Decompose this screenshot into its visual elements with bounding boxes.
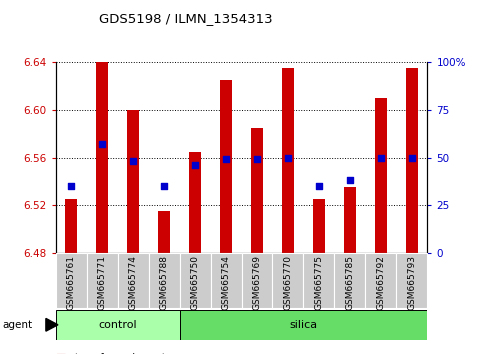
Text: GSM665775: GSM665775 <box>314 255 324 310</box>
Text: GSM665793: GSM665793 <box>408 255 416 310</box>
Point <box>377 155 385 160</box>
Point <box>253 156 261 162</box>
Bar <box>56 310 180 340</box>
Point <box>284 155 292 160</box>
Bar <box>117 253 149 308</box>
Bar <box>303 253 334 308</box>
Bar <box>56 253 86 308</box>
Text: GSM665750: GSM665750 <box>190 255 199 310</box>
Bar <box>149 253 180 308</box>
Text: GSM665792: GSM665792 <box>376 255 385 310</box>
Bar <box>344 187 356 253</box>
Point <box>129 159 137 164</box>
Point <box>98 141 106 147</box>
Point <box>67 183 75 189</box>
Bar <box>180 310 427 340</box>
Bar <box>242 253 272 308</box>
Text: GSM665788: GSM665788 <box>159 255 169 310</box>
Text: ■: ■ <box>56 353 66 354</box>
Bar <box>334 253 366 308</box>
Bar <box>86 253 117 308</box>
Bar <box>272 253 303 308</box>
Text: GSM665754: GSM665754 <box>222 255 230 310</box>
Text: transformed count: transformed count <box>75 353 166 354</box>
Bar <box>282 68 294 253</box>
Bar <box>220 80 232 253</box>
Text: GSM665761: GSM665761 <box>67 255 75 310</box>
Text: GSM665785: GSM665785 <box>345 255 355 310</box>
Bar <box>251 128 263 253</box>
Bar <box>127 110 139 253</box>
Text: GSM665769: GSM665769 <box>253 255 261 310</box>
Bar <box>158 211 170 253</box>
Text: silica: silica <box>289 320 317 330</box>
Bar <box>375 98 387 253</box>
Text: agent: agent <box>2 320 32 330</box>
Text: GSM665771: GSM665771 <box>98 255 107 310</box>
Point <box>346 178 354 183</box>
Point <box>315 183 323 189</box>
Text: GSM665770: GSM665770 <box>284 255 293 310</box>
Bar <box>211 253 242 308</box>
Bar <box>189 152 201 253</box>
Text: GDS5198 / ILMN_1354313: GDS5198 / ILMN_1354313 <box>99 12 272 25</box>
Bar <box>180 253 211 308</box>
Bar <box>406 68 418 253</box>
Text: GSM665774: GSM665774 <box>128 255 138 310</box>
Bar <box>96 62 108 253</box>
Bar <box>397 253 427 308</box>
Point <box>408 155 416 160</box>
Point <box>191 162 199 168</box>
Point <box>160 183 168 189</box>
Bar <box>65 199 77 253</box>
Text: control: control <box>98 320 137 330</box>
Point <box>222 156 230 162</box>
Bar <box>366 253 397 308</box>
Bar <box>313 199 325 253</box>
